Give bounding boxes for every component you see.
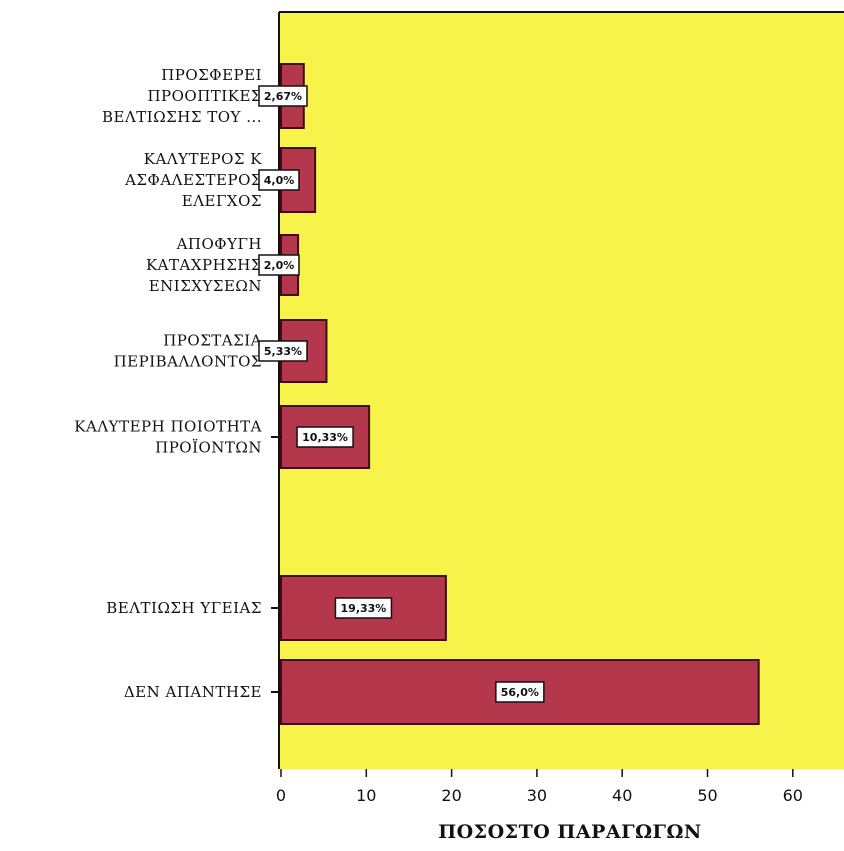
data-label-box [296,426,354,448]
category-label: ΒΕΛΤΙΩΣΗ ΥΓΕΙΑΣ [106,599,262,617]
x-tick-label: 10 [356,786,376,805]
data-label: 56,0% [501,686,539,699]
x-tick-label: 20 [441,786,461,805]
x-tick-label: 50 [697,786,717,805]
category-label: ΑΠΟΦΥΓΗ ΚΑΤΑΧΡΗΣΗΣ ΕΝΙΣΧΥΣΕΩΝ [146,235,262,295]
data-label-box [495,681,545,703]
x-tick-label: 30 [527,786,547,805]
data-label-box [258,254,300,276]
data-label: 5,33% [264,345,302,358]
data-label: 10,33% [302,431,348,444]
data-label: 2,67% [264,90,302,103]
x-axis-title: ΠΟΣΟΣΤΟ ΠΑΡΑΓΩΓΩΝ [438,821,702,843]
bar [280,405,371,469]
category-label: ΠΡΟΣΦΕΡΕΙ ΠΡΟΟΠΤΙΚΕΣ ΒΕΛΤΙΩΣΗΣ ΤΟΥ ... [102,66,262,126]
category-label: ΚΑΛΥΤΕΡΟΣ Κ ΑΣΦΑΛΕΣΤΕΡΟΣ ΕΛΕΓΧΟΣ [124,150,262,210]
category-label: ΠΡΟΣΤΑΣΙΑ ΠΕΡΙΒΑΛΛΟΝΤΟΣ [114,332,262,371]
plot-area [279,12,844,769]
data-label: 4,0% [264,174,295,187]
x-tick-label: 40 [612,786,632,805]
category-label: ΚΑΛΥΤΕΡΗ ΠΟΙΟΤΗΤΑ ΠΡΟΪΟΝΤΩΝ [74,418,262,457]
data-label: 19,33% [341,602,387,615]
data-label-box [258,169,300,191]
category-label: ΔΕΝ ΑΠΑΝΤΗΣΕ [124,683,262,701]
data-label-box [258,85,308,107]
x-tick-label: 60 [783,786,803,805]
x-tick-label: 0 [276,786,286,805]
data-label-box [334,597,393,619]
data-label: 2,0% [264,259,295,272]
data-label-box [258,340,308,362]
